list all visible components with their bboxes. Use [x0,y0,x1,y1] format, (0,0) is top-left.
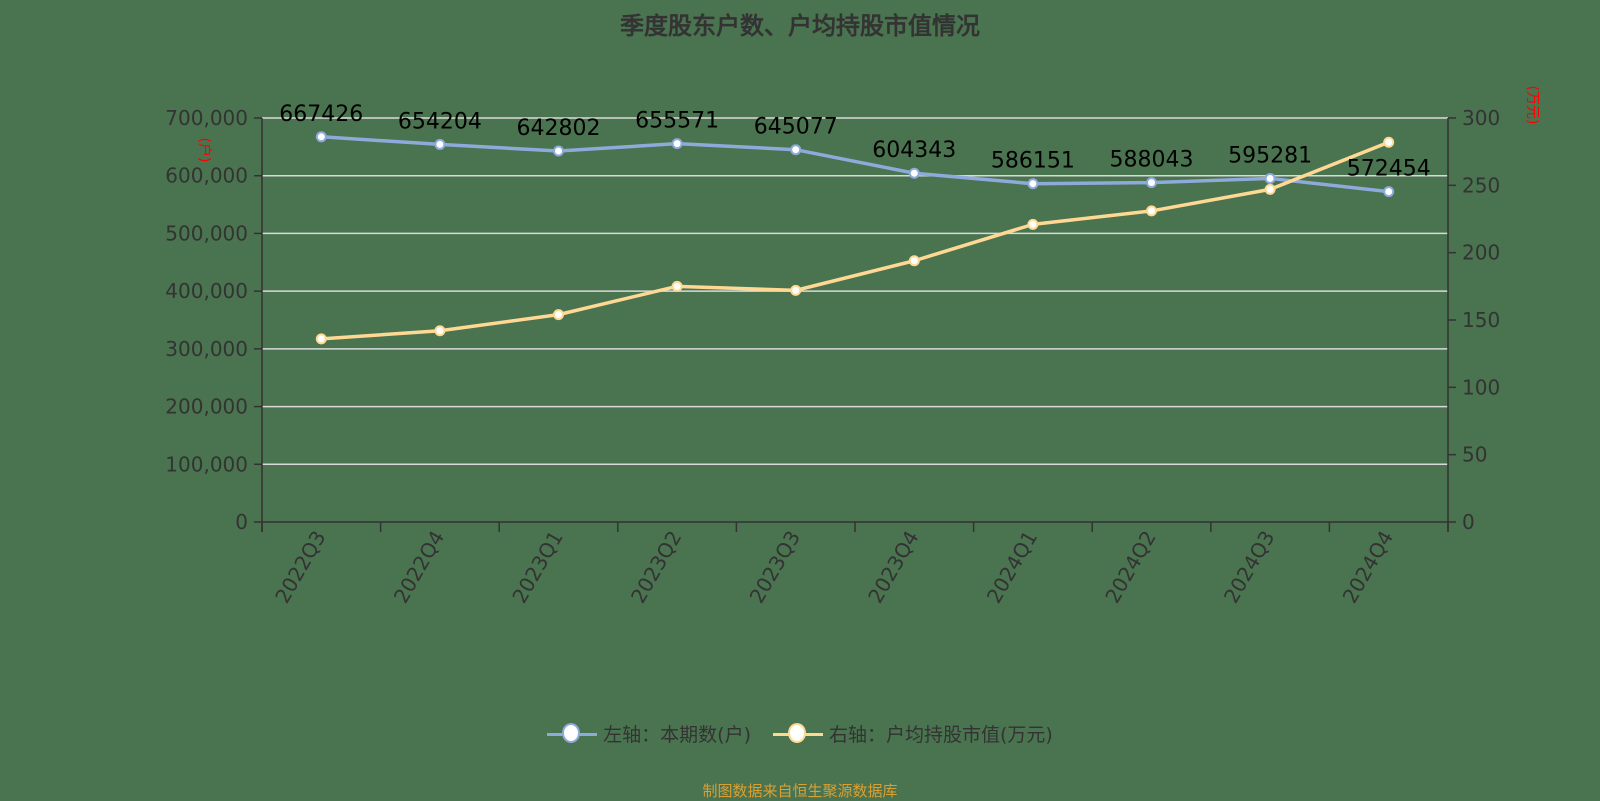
series-line-shareholders[interactable] [321,135,1389,194]
x-axis-tick-label: 2023Q1 [507,527,567,608]
x-axis-tick-label: 2024Q4 [1338,527,1398,608]
right-axis-tick-label: 150 [1462,308,1500,332]
legend-item-right-series[interactable]: 右轴：户均持股市值(万元) [773,720,1053,747]
data-point[interactable] [315,131,327,143]
left-axis-tick-label: 300,000 [165,337,248,361]
x-axis-tick-label: 2023Q3 [745,527,805,608]
right-axis-tick-label: 100 [1462,375,1500,399]
data-label: 642802 [517,116,601,141]
right-axis-tick-label: 250 [1462,173,1500,197]
x-axis-tick-label: 2022Q3 [270,527,330,608]
data-point[interactable] [671,138,683,150]
left-axis-tick-label: 700,000 [165,106,248,130]
data-point[interactable] [790,284,802,296]
x-axis-tick-label: 2024Q1 [982,527,1042,608]
data-label: 572454 [1347,157,1431,182]
data-point[interactable] [1264,183,1276,195]
data-label: 654204 [398,109,482,134]
x-axis-tick-label: 2023Q4 [863,527,923,608]
data-label: 645077 [754,115,838,140]
right-axis-tick-label: 0 [1462,510,1475,534]
left-axis-tick-label: 100,000 [165,452,248,476]
series-line-avg-market-value[interactable] [321,140,1390,341]
data-point[interactable] [315,333,327,345]
data-point[interactable] [1383,136,1395,148]
left-axis-tick-label: 200,000 [165,395,248,419]
right-axis-tick-label: 200 [1462,241,1500,265]
data-point[interactable] [553,309,564,321]
data-point[interactable] [434,325,446,337]
series-lines [315,131,1395,345]
left-axis-tick-label: 0 [235,510,248,534]
right-axis-tick-label: 50 [1462,443,1487,467]
data-point[interactable] [1146,205,1157,217]
data-point[interactable] [1027,218,1039,230]
left-axis-tick-label: 400,000 [165,279,248,303]
data-point[interactable] [790,144,802,156]
data-label: 586151 [991,149,1075,174]
data-point[interactable] [1264,172,1276,184]
data-point[interactable] [908,167,920,179]
legend-label: 左轴：本期数(户) [603,724,751,746]
chart-title: 季度股东户数、户均持股市值情况 [620,12,980,40]
data-label: 667426 [279,102,363,127]
left-axis-tick-label: 600,000 [165,164,248,188]
data-point[interactable] [1146,177,1157,189]
data-point[interactable] [671,280,683,292]
legend-label: 右轴：户均持股市值(万元) [829,724,1053,746]
x-axis-tick-label: 2023Q2 [626,527,686,608]
data-label: 588043 [1110,148,1194,173]
legend-item-left-series[interactable]: 左轴：本期数(户) [547,720,751,747]
line-marker-icon [547,722,598,745]
data-label: 655571 [635,109,719,134]
left-axis-unit-label: (户) [196,138,213,163]
left-axis-tick-label: 500,000 [165,221,248,245]
data-label: 595281 [1228,143,1312,168]
right-axis-tick-label: 300 [1462,106,1500,130]
data-point[interactable] [1383,186,1395,198]
data-label: 604343 [872,138,956,163]
data-point[interactable] [553,145,564,157]
x-axis-tick-label: 2024Q3 [1219,527,1279,608]
gridlines [262,117,1448,466]
line-marker-icon [773,722,823,745]
data-source-note: 制图数据来自恒生聚源数据库 [702,782,898,800]
x-axis-tick-label: 2024Q2 [1100,527,1160,608]
right-axis-unit-label: (万元) [1524,86,1540,125]
data-point[interactable] [434,138,446,150]
data-labels: 667426 654204 642802 655571 645077 604343 5861… [279,102,1430,182]
x-axis-tick-label: 2022Q4 [389,527,449,608]
data-point[interactable] [908,255,920,267]
legend: 左轴：本期数(户) 右轴：户均持股市值(万元) [0,720,1600,747]
data-point[interactable] [1027,178,1039,190]
